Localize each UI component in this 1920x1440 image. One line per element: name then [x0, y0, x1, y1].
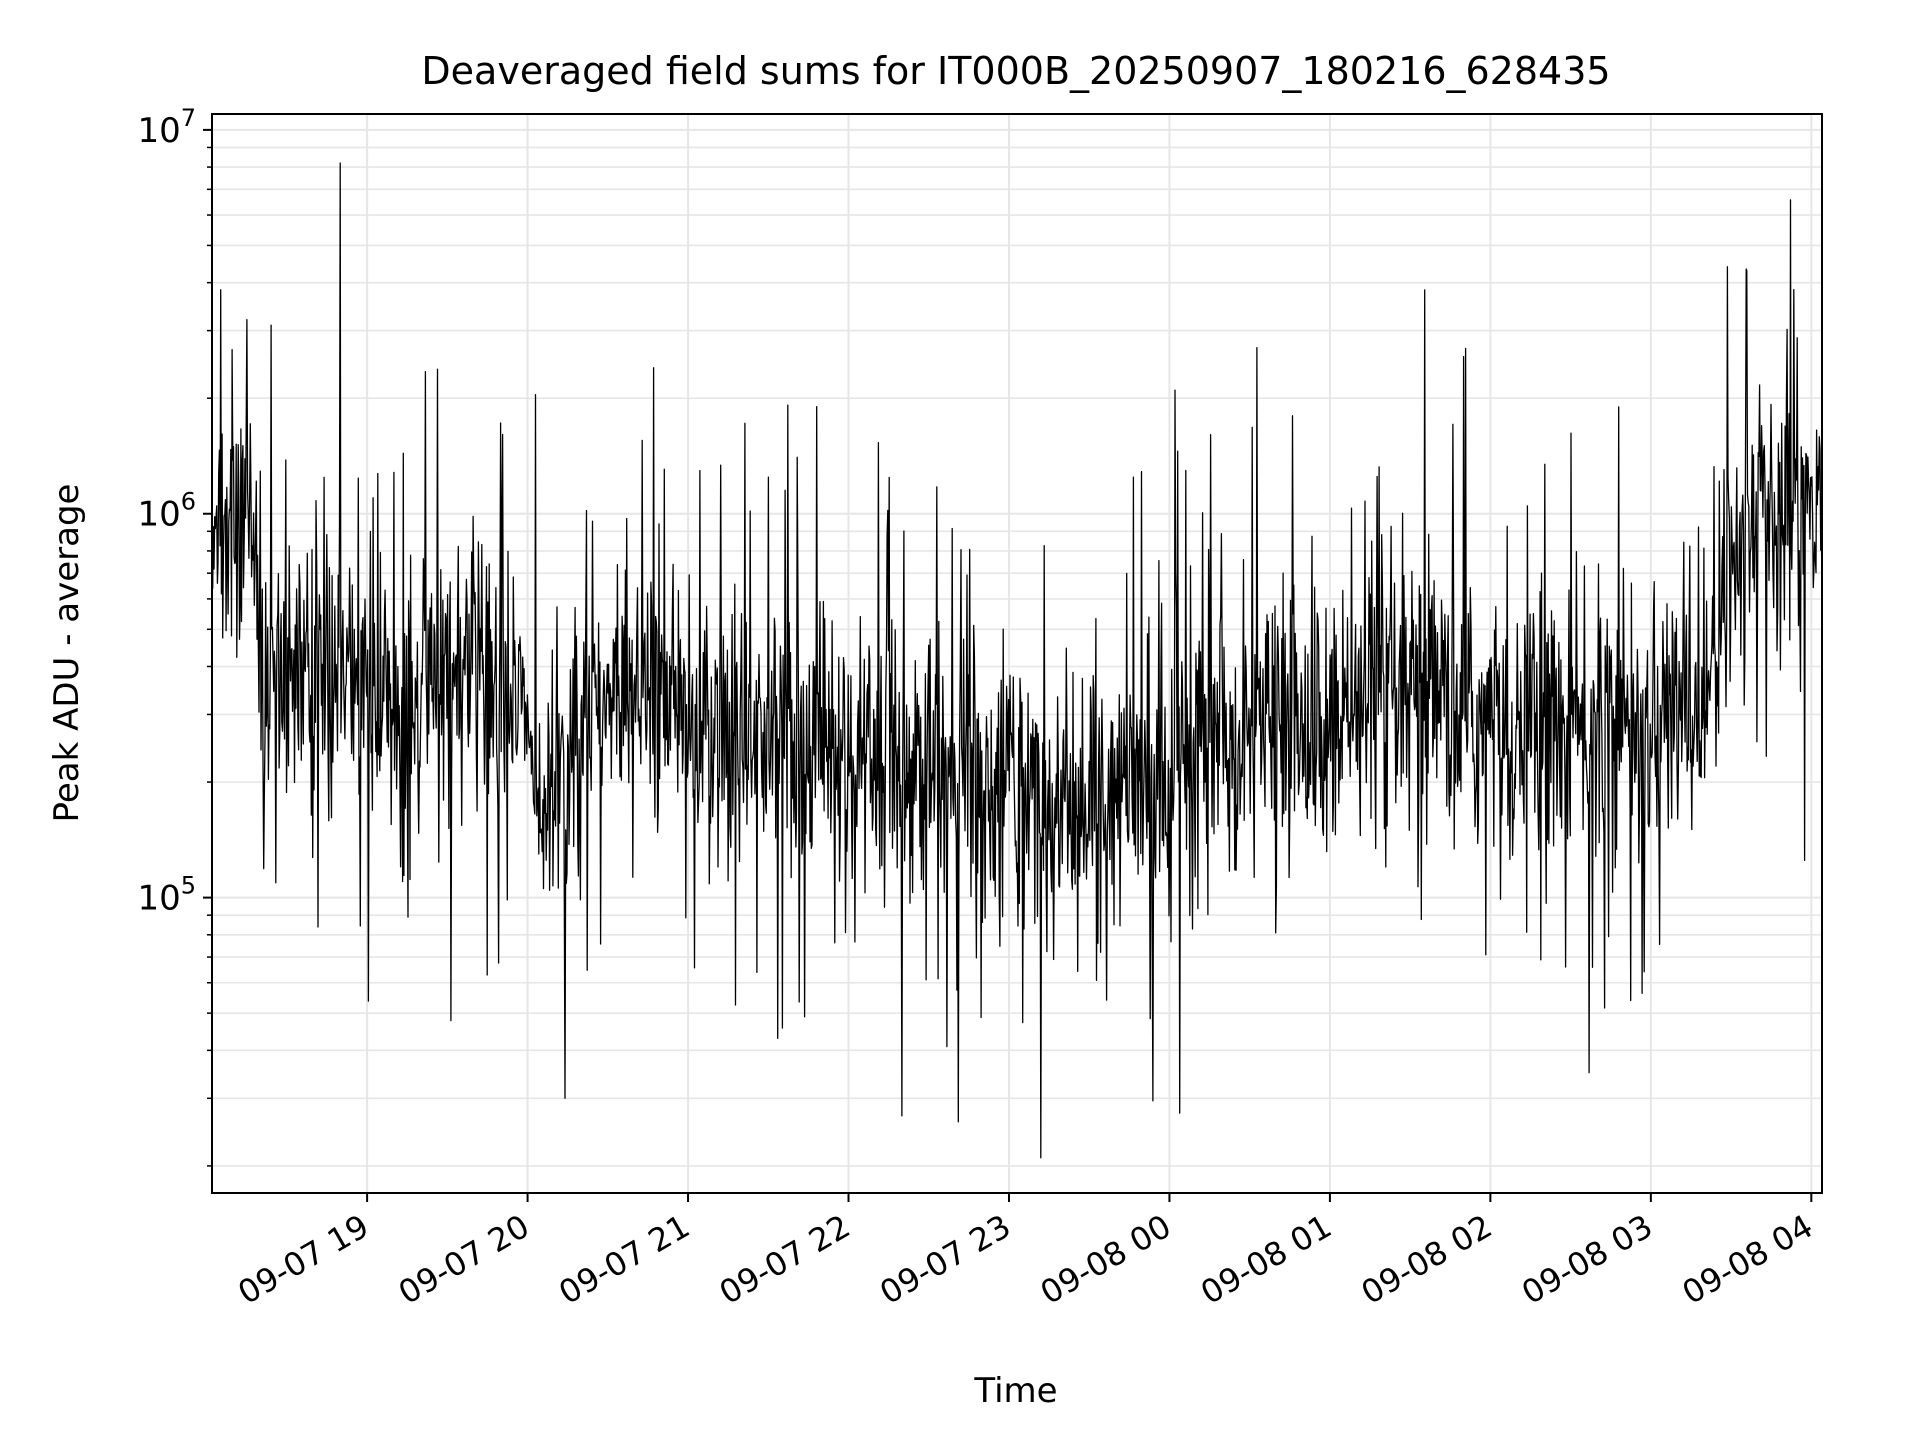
axis-layer: 09-07 19 09-07 20 09-07 21 09-07 22 09-07 23…	[137, 104, 1819, 1312]
x-tick-label: 09-08 02	[1355, 1207, 1499, 1312]
x-tick-label: 09-07 22	[713, 1207, 857, 1312]
x-tick-label: 09-07 19	[232, 1207, 376, 1312]
y-tick-label: 106	[137, 488, 196, 535]
x-tick-label: 09-08 00	[1034, 1207, 1178, 1312]
series-line	[212, 162, 1822, 1159]
y-tick-label: 107	[137, 104, 196, 151]
x-tick-label: 09-07 21	[552, 1207, 696, 1312]
x-tick-label: 09-07 20	[392, 1207, 536, 1312]
chart-title: Deaveraged field sums for IT000B_2025090…	[421, 49, 1610, 93]
x-tick-label: 09-08 03	[1515, 1207, 1659, 1312]
series-layer	[212, 162, 1822, 1159]
x-tick-label: 09-07 23	[873, 1207, 1017, 1312]
x-tick-label: 09-08 01	[1194, 1207, 1338, 1312]
plot-frame	[211, 113, 1823, 1194]
y-tick-label: 105	[137, 872, 196, 919]
x-tick-label: 09-08 04	[1676, 1207, 1820, 1312]
y-axis-label: Peak ADU - average	[47, 484, 87, 823]
x-axis-label: Time	[973, 1371, 1057, 1411]
